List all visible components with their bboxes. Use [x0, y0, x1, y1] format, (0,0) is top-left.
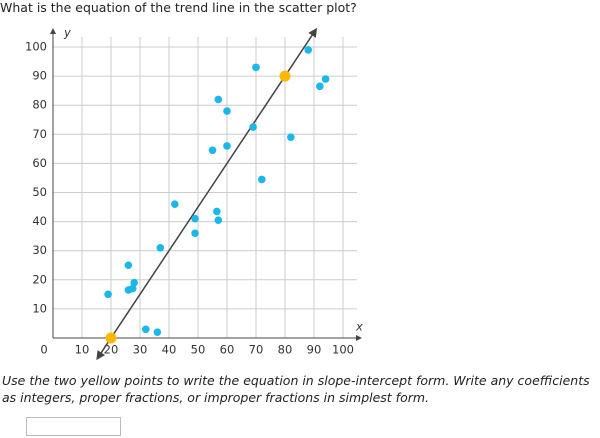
y-tick-label: 30 [32, 243, 47, 257]
point [156, 243, 165, 252]
instructions: Use the two yellow points to write the e… [2, 373, 590, 405]
y-tick-label: 70 [32, 127, 47, 141]
chart: y x 0 10 20 30 40 50 60 70 80 90 10010203040506070… [25, 26, 363, 361]
point [153, 328, 162, 336]
x-tick-label: 10 [75, 343, 90, 357]
x-tick-label: 0 [40, 343, 47, 357]
x-tick-label: 50 [191, 343, 206, 357]
y-tick-label: 60 [32, 156, 47, 170]
highlight-point [105, 332, 117, 344]
point [130, 278, 138, 287]
point [223, 107, 231, 115]
x-tick-label: 40 [162, 343, 177, 357]
point [258, 175, 266, 184]
point [249, 123, 257, 131]
point [252, 63, 260, 72]
y-tick-label: 10 [32, 301, 47, 315]
x-axis-label: x [355, 320, 363, 334]
point [223, 142, 231, 150]
x-tick-label: 80 [278, 343, 293, 357]
y-tick-label: 50 [32, 185, 47, 199]
y-tick-label: 90 [32, 69, 47, 83]
y-tick-label: 80 [32, 98, 47, 112]
y-axis-label: y [63, 26, 71, 40]
y-tick-label: 100 [25, 40, 47, 54]
x-tick-label: 70 [249, 343, 264, 357]
point [191, 229, 199, 238]
point [124, 286, 133, 294]
point [316, 82, 324, 91]
point [104, 290, 112, 299]
x-tick-label: 100 [332, 343, 354, 357]
point [213, 207, 221, 216]
point [142, 325, 150, 334]
point [321, 75, 330, 83]
trend-line [96, 27, 318, 361]
y-tick-label: 20 [32, 272, 47, 286]
point [214, 216, 223, 224]
answer-input[interactable] [26, 417, 121, 436]
x-tick-label: 60 [220, 343, 235, 357]
point [191, 214, 199, 223]
point [304, 46, 313, 54]
highlight-point [279, 70, 291, 82]
point [124, 261, 133, 270]
y-tick-label: 40 [32, 214, 47, 228]
x-tick-label: 90 [307, 343, 322, 357]
point [214, 95, 223, 104]
x-tick-label: 30 [133, 343, 148, 357]
point [171, 200, 179, 208]
point [287, 133, 295, 142]
point [208, 146, 217, 155]
question: What is the equation of the trend line i… [0, 0, 357, 15]
